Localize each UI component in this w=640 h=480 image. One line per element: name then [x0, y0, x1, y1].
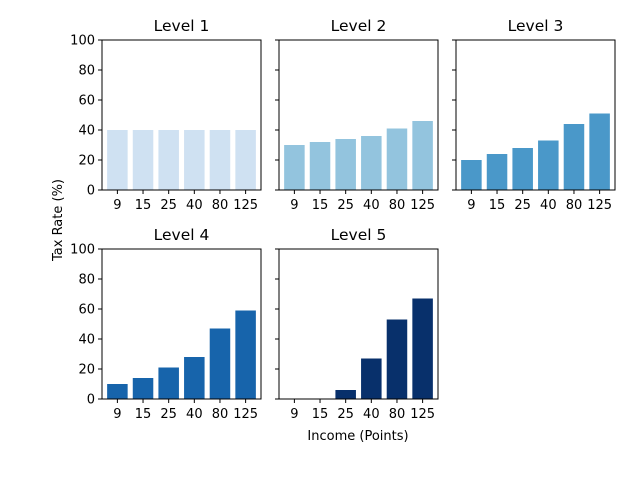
x-tick-label: 125: [587, 198, 612, 213]
y-tick-label: 0: [87, 393, 95, 408]
x-tick-label: 40: [363, 407, 380, 422]
bar: [335, 139, 356, 190]
x-tick-label: 25: [514, 198, 531, 213]
x-tick-label: 25: [337, 198, 354, 213]
x-axis-label: Income (Points): [307, 429, 408, 444]
panel-title: Level 1: [154, 17, 210, 35]
bar: [235, 310, 256, 399]
x-tick-label: 9: [467, 198, 475, 213]
x-tick-label: 125: [410, 407, 435, 422]
x-tick-label: 9: [290, 198, 298, 213]
bar: [309, 142, 331, 190]
bar: [107, 384, 128, 399]
bar: [235, 130, 256, 190]
panel-level-2: 9 15 25 40 80 125 Level 2: [275, 17, 439, 213]
x-tick-label: 15: [135, 407, 152, 422]
x-tick-label: 80: [389, 198, 406, 213]
y-axis-label: Tax Rate (%): [51, 179, 66, 262]
x-tick-label: 15: [135, 198, 152, 213]
axes-frame: [101, 39, 262, 191]
x-tick-label: 25: [160, 407, 177, 422]
y-tick-label: 100: [70, 243, 95, 258]
bar: [209, 130, 231, 190]
axes-frame: [278, 39, 439, 191]
bar: [158, 367, 179, 399]
bar: [512, 148, 533, 190]
x-tick-label: 80: [212, 407, 229, 422]
bar: [361, 358, 382, 399]
panel-title: Level 2: [331, 17, 387, 35]
bar: [284, 145, 305, 190]
y-tick-label: 20: [78, 154, 95, 169]
x-tick-label: 125: [410, 198, 435, 213]
x-tick-label: 125: [233, 198, 258, 213]
y-tick-label: 80: [78, 64, 95, 79]
bar: [107, 130, 128, 190]
x-tick-label: 40: [186, 407, 203, 422]
bar: [386, 319, 408, 399]
x-tick-label: 40: [363, 198, 380, 213]
axes-frame: [455, 39, 616, 191]
bar: [589, 113, 610, 190]
bar: [132, 130, 154, 190]
panel-level-4: 9 15 25 40 80 125 0 20 40 60 80 100 Level 4: [70, 226, 262, 422]
bar: [335, 390, 356, 399]
panel-level-1: 9 15 25 40 80 125 0 20 40 60 80 100 Level 1: [70, 17, 262, 213]
x-tick-label: 9: [113, 198, 121, 213]
x-tick-label: 15: [312, 407, 329, 422]
bar: [158, 130, 179, 190]
x-tick-label: 9: [113, 407, 121, 422]
panel-title: Level 5: [331, 226, 387, 244]
x-tick-label: 15: [489, 198, 506, 213]
x-tick-label: 9: [290, 407, 298, 422]
bar: [538, 140, 559, 190]
y-tick-label: 80: [78, 273, 95, 288]
panel-level-5: 9 15 25 40 80 125 Level 5: [275, 226, 439, 422]
bar: [461, 160, 482, 190]
bar: [412, 298, 433, 399]
x-tick-label: 80: [389, 407, 406, 422]
y-tick-label: 40: [78, 124, 95, 139]
bar: [486, 154, 508, 190]
y-tick-label: 0: [87, 184, 95, 199]
bar: [184, 130, 205, 190]
axes-frame: [101, 248, 262, 400]
x-tick-label: 15: [312, 198, 329, 213]
panel-title: Level 4: [154, 226, 210, 244]
x-tick-label: 40: [540, 198, 557, 213]
y-tick-label: 40: [78, 333, 95, 348]
panel-level-3: 9 15 25 40 80 125 Level 3: [452, 17, 616, 213]
y-tick-label: 100: [70, 34, 95, 49]
bar: [361, 136, 382, 190]
bar: [209, 328, 231, 399]
y-tick-label: 60: [78, 303, 95, 318]
x-tick-label: 80: [566, 198, 583, 213]
axes-frame: [278, 248, 439, 400]
panel-title: Level 3: [508, 17, 564, 35]
bar: [412, 121, 433, 190]
x-tick-label: 25: [337, 407, 354, 422]
y-tick-label: 60: [78, 94, 95, 109]
x-tick-label: 125: [233, 407, 258, 422]
x-tick-label: 80: [212, 198, 229, 213]
bar: [386, 128, 408, 190]
bar: [184, 357, 205, 399]
bar: [132, 378, 154, 399]
bar: [563, 124, 585, 190]
x-tick-label: 40: [186, 198, 203, 213]
x-tick-label: 25: [160, 198, 177, 213]
y-tick-label: 20: [78, 363, 95, 378]
